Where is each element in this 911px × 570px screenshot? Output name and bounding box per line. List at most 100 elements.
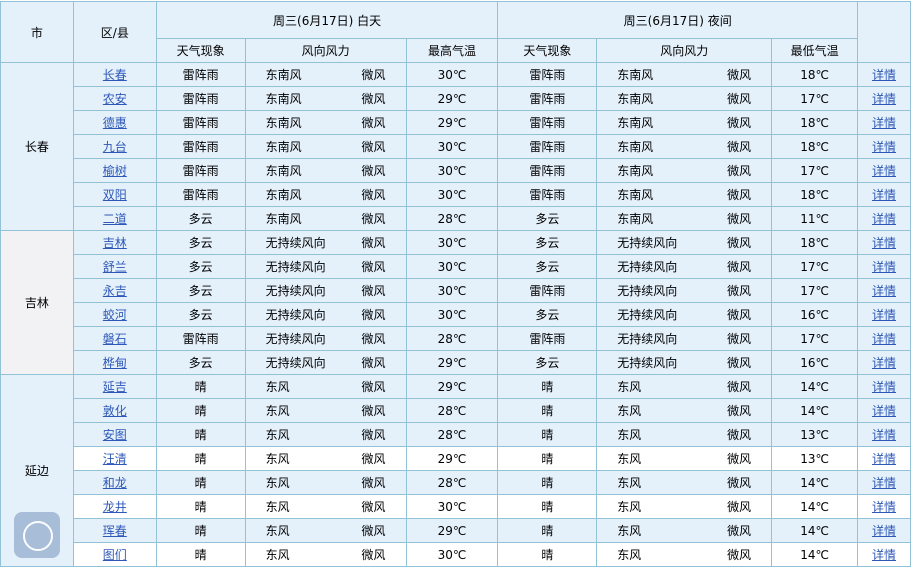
detail-link[interactable]: 详情 <box>872 308 897 322</box>
detail-link[interactable]: 详情 <box>872 92 897 106</box>
detail-cell: 详情 <box>857 350 911 375</box>
detail-link[interactable]: 详情 <box>872 524 897 538</box>
wind-force: 微风 <box>727 140 752 154</box>
wind-direction: 无持续风向 <box>265 356 326 370</box>
detail-link[interactable]: 详情 <box>872 188 897 202</box>
detail-link[interactable]: 详情 <box>872 476 897 490</box>
district-link[interactable]: 吉林 <box>102 236 127 250</box>
night-min-temp: 18℃ <box>771 230 859 255</box>
detail-cell: 详情 <box>857 374 911 399</box>
district-link[interactable]: 二道 <box>102 212 127 226</box>
header-day-wind: 风向风力 <box>244 38 407 63</box>
wind-direction: 东南风 <box>265 212 302 226</box>
wind-direction: 东风 <box>617 428 642 442</box>
detail-link[interactable]: 详情 <box>872 140 897 154</box>
wind-direction: 东风 <box>617 524 642 538</box>
night-wind: 无持续风向 微风 <box>596 350 773 375</box>
night-wind: 东南风 微风 <box>596 86 773 111</box>
detail-cell: 详情 <box>857 62 911 87</box>
header-night: 周三(6月17日) 夜间 <box>497 1 859 39</box>
day-wind: 东南风 微风 <box>244 206 407 231</box>
detail-link[interactable]: 详情 <box>872 332 897 346</box>
detail-link[interactable]: 详情 <box>872 284 897 298</box>
wind-force: 微风 <box>361 188 386 202</box>
wind-direction: 东南风 <box>617 212 654 226</box>
night-min-temp: 11℃ <box>771 206 859 231</box>
header-district: 区/县 <box>72 1 157 63</box>
detail-link[interactable]: 详情 <box>872 164 897 178</box>
detail-link[interactable]: 详情 <box>872 548 897 562</box>
district-link[interactable]: 敦化 <box>102 404 127 418</box>
wind-force: 微风 <box>727 284 752 298</box>
detail-link[interactable]: 详情 <box>872 116 897 130</box>
night-wind: 东风 微风 <box>596 374 773 399</box>
day-weather: 晴 <box>155 542 246 567</box>
day-max-temp: 30℃ <box>405 182 499 207</box>
detail-link[interactable]: 详情 <box>872 236 897 250</box>
district-link[interactable]: 舒兰 <box>102 260 127 274</box>
wind-direction: 东风 <box>617 548 642 562</box>
district-link[interactable]: 九台 <box>102 140 127 154</box>
wind-force: 微风 <box>361 308 386 322</box>
detail-link[interactable]: 详情 <box>872 380 897 394</box>
day-weather: 雷阵雨 <box>155 110 246 135</box>
day-max-temp: 28℃ <box>405 422 499 447</box>
night-wind: 东南风 微风 <box>596 206 773 231</box>
detail-link[interactable]: 详情 <box>872 404 897 418</box>
district-link[interactable]: 安图 <box>102 428 127 442</box>
wind-direction: 无持续风向 <box>265 284 326 298</box>
district-link[interactable]: 榆树 <box>102 164 127 178</box>
day-max-temp: 30℃ <box>405 230 499 255</box>
district-link[interactable]: 双阳 <box>102 188 127 202</box>
night-weather: 雷阵雨 <box>497 86 598 111</box>
wind-direction: 东南风 <box>617 92 654 106</box>
night-weather: 晴 <box>497 398 598 423</box>
detail-link[interactable]: 详情 <box>872 356 897 370</box>
district-link[interactable]: 磐石 <box>102 332 127 346</box>
night-min-temp: 18℃ <box>771 182 859 207</box>
wind-direction: 东南风 <box>265 140 302 154</box>
night-min-temp: 13℃ <box>771 446 859 471</box>
night-weather: 晴 <box>497 542 598 567</box>
detail-link[interactable]: 详情 <box>872 452 897 466</box>
detail-link[interactable]: 详情 <box>872 212 897 226</box>
table-row: 敦化晴东风 微风 28℃ 晴东风 微风 14℃ 详情 <box>1 398 911 423</box>
day-max-temp: 30℃ <box>405 302 499 327</box>
district-link[interactable]: 汪清 <box>102 452 127 466</box>
night-min-temp: 17℃ <box>771 86 859 111</box>
day-weather: 多云 <box>155 254 246 279</box>
wind-direction: 东南风 <box>617 188 654 202</box>
detail-link[interactable]: 详情 <box>872 68 897 82</box>
district-link[interactable]: 农安 <box>102 92 127 106</box>
detail-link[interactable]: 详情 <box>872 260 897 274</box>
district-link[interactable]: 长春 <box>102 68 127 82</box>
wind-direction: 无持续风向 <box>265 308 326 322</box>
district-link[interactable]: 延吉 <box>102 380 127 394</box>
night-weather: 雷阵雨 <box>497 110 598 135</box>
district-link[interactable]: 和龙 <box>102 476 127 490</box>
night-wind: 东风 微风 <box>596 518 773 543</box>
header-night-weather: 天气现象 <box>497 38 598 63</box>
day-weather: 雷阵雨 <box>155 62 246 87</box>
wind-force: 微风 <box>361 140 386 154</box>
wind-direction: 东风 <box>617 404 642 418</box>
detail-link[interactable]: 详情 <box>872 428 897 442</box>
district-link[interactable]: 蛟河 <box>102 308 127 322</box>
district-link[interactable]: 图们 <box>102 548 127 562</box>
district-link[interactable]: 珲春 <box>102 524 127 538</box>
detail-link[interactable]: 详情 <box>872 500 897 514</box>
table-row: 桦甸 多云 无持续风向 微风 29℃ 多云 无持续风向 微风 16℃ 详情 <box>1 350 911 375</box>
wind-force: 微风 <box>361 380 386 394</box>
table-row: 磐石 雷阵雨 无持续风向 微风 28℃ 雷阵雨 无持续风向 微风 17℃ 详情 <box>1 326 911 351</box>
district-cell: 舒兰 <box>72 254 157 279</box>
wind-direction: 无持续风向 <box>617 236 678 250</box>
logo-emblem-icon <box>14 512 60 558</box>
wind-force: 微风 <box>361 164 386 178</box>
district-link[interactable]: 桦甸 <box>102 356 127 370</box>
district-link[interactable]: 龙井 <box>102 500 127 514</box>
night-weather: 晴 <box>497 422 598 447</box>
district-link[interactable]: 德惠 <box>102 116 127 130</box>
day-wind: 无持续风向 微风 <box>244 326 407 351</box>
district-link[interactable]: 永吉 <box>102 284 127 298</box>
district-cell: 农安 <box>72 86 157 111</box>
